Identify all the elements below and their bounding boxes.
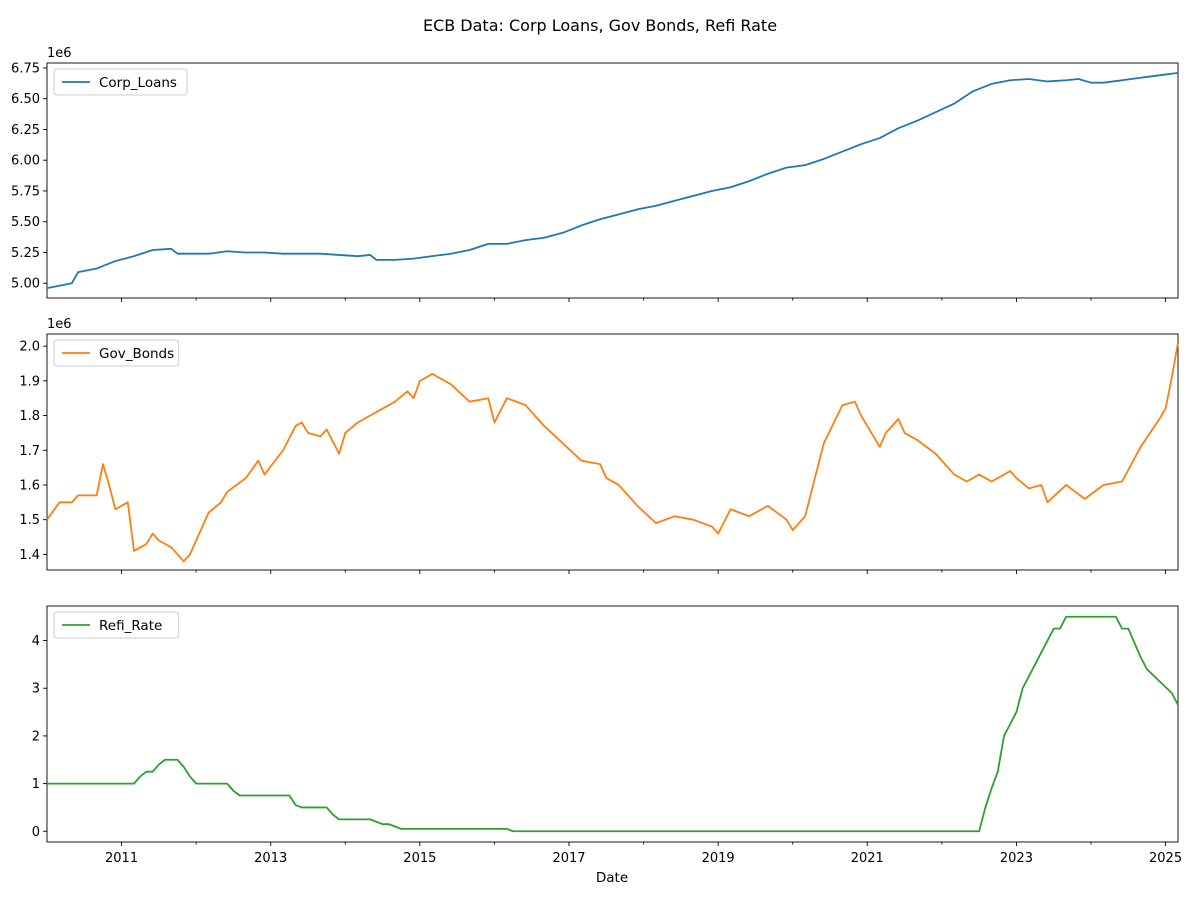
gov-bonds-y-tick-label: 1.6 bbox=[19, 478, 40, 493]
x-tick-label: 2011 bbox=[105, 851, 138, 866]
corp-loans-panel: 5.00 5.25 5.50 5.75 6.00 6.25 6.50 6.75 1e6 Corp_… bbox=[11, 46, 1179, 302]
corp-loans-series-line bbox=[46, 71, 1179, 290]
corp-loans-legend: Corp_Loans bbox=[53, 68, 188, 96]
corp-loans-y-tick-label: 6.25 bbox=[11, 123, 40, 138]
x-axis: 2011 2013 2015 2017 2019 2021 2023 2025 bbox=[105, 851, 1182, 866]
corp-loans-y-tick-label: 5.00 bbox=[11, 277, 40, 292]
figure-title: ECB Data: Corp Loans, Gov Bonds, Refi Ra… bbox=[423, 16, 777, 35]
gov-bonds-y-tick-label: 1.4 bbox=[19, 548, 40, 563]
corp-loans-y-tick-label: 5.75 bbox=[11, 184, 40, 199]
gov-bonds-axes-frame bbox=[46, 333, 1179, 571]
x-tick-label: 2023 bbox=[1000, 851, 1033, 866]
x-tick-label: 2025 bbox=[1149, 851, 1182, 866]
refi-rate-y-tick-label: 2 bbox=[32, 729, 40, 744]
corp-loans-offset-label: 1e6 bbox=[47, 46, 72, 61]
refi-rate-y-tick-label: 0 bbox=[32, 825, 40, 840]
gov-bonds-y-tick-label: 2.0 bbox=[19, 340, 40, 355]
refi-rate-legend-box bbox=[53, 611, 180, 639]
gov-bonds-y-tick-label: 1.8 bbox=[19, 409, 40, 424]
gov-bonds-legend-label: Gov_Bonds bbox=[99, 346, 174, 362]
gov-bonds-series-line bbox=[46, 342, 1179, 563]
corp-loans-axes-frame bbox=[46, 62, 1179, 299]
refi-rate-panel: 0 1 2 3 4 Refi_Rate bbox=[32, 605, 1179, 846]
x-tick-label: 2019 bbox=[702, 851, 735, 866]
refi-rate-legend-label: Refi_Rate bbox=[99, 618, 162, 634]
x-tick-label: 2021 bbox=[851, 851, 884, 866]
x-tick-label: 2013 bbox=[254, 851, 287, 866]
refi-rate-y-tick-label: 1 bbox=[32, 777, 40, 792]
corp-loans-y-tick-label: 6.00 bbox=[11, 154, 40, 169]
gov-bonds-offset-label: 1e6 bbox=[47, 317, 72, 332]
gov-bonds-y-tick-label: 1.5 bbox=[19, 513, 40, 528]
gov-bonds-legend-box bbox=[53, 339, 180, 367]
refi-rate-y-tick-label: 4 bbox=[32, 634, 40, 649]
refi-rate-y-tick-label: 3 bbox=[32, 682, 40, 697]
corp-loans-y-tick-label: 6.75 bbox=[11, 61, 40, 76]
x-tick-label: 2015 bbox=[403, 851, 436, 866]
gov-bonds-legend: Gov_Bonds bbox=[53, 339, 180, 367]
corp-loans-legend-label: Corp_Loans bbox=[99, 75, 177, 91]
refi-rate-legend: Refi_Rate bbox=[53, 611, 180, 639]
corp-loans-legend-box bbox=[53, 68, 188, 96]
corp-loans-y-tick-label: 5.25 bbox=[11, 246, 40, 261]
refi-rate-axes-frame bbox=[46, 605, 1179, 843]
x-tick-label: 2017 bbox=[552, 851, 585, 866]
refi-rate-series-line bbox=[47, 615, 1179, 833]
gov-bonds-y-tick-label: 1.7 bbox=[19, 444, 40, 459]
corp-loans-y-tick-label: 6.50 bbox=[11, 92, 40, 107]
corp-loans-y-tick-label: 5.50 bbox=[11, 215, 40, 230]
gov-bonds-y-tick-label: 1.9 bbox=[19, 374, 40, 389]
x-axis-label: Date bbox=[596, 870, 628, 886]
gov-bonds-panel: 1.4 1.5 1.6 1.7 1.8 1.9 2.0 1e6 Gov_Bonds bbox=[19, 317, 1179, 574]
